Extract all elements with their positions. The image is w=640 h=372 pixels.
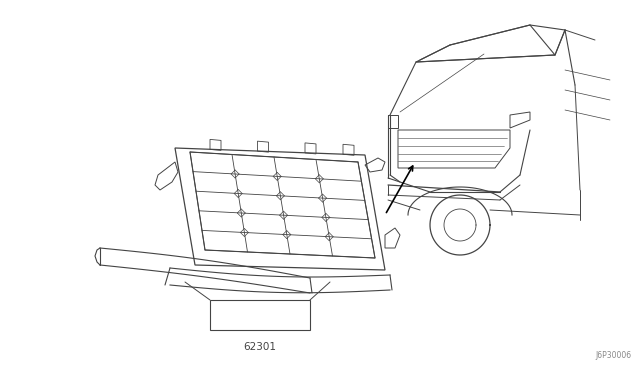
Text: 62301: 62301 (243, 342, 276, 352)
Text: J6P30006: J6P30006 (596, 351, 632, 360)
